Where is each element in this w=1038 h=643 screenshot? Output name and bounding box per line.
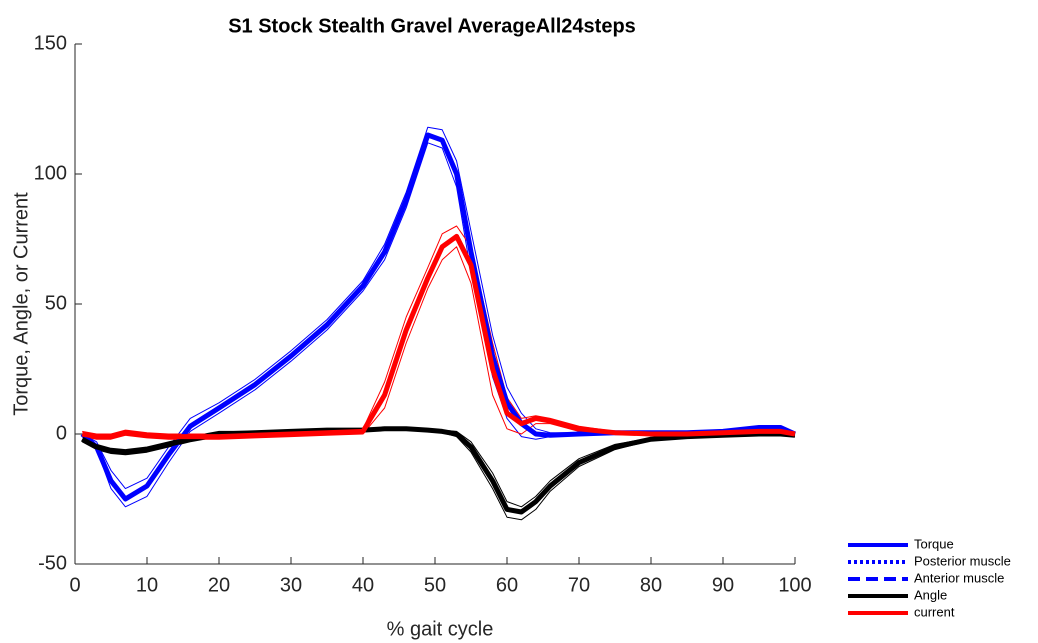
y-tick-label: 150: [34, 32, 67, 54]
legend-label: Anterior muscle: [914, 570, 1004, 585]
legend-label: current: [914, 604, 955, 619]
x-tick-label: 40: [352, 574, 374, 596]
x-tick-label: 90: [712, 574, 734, 596]
chart-title: S1 Stock Stealth Gravel AverageAll24step…: [228, 15, 636, 37]
y-tick-label: 0: [56, 422, 67, 444]
series-line: [80, 132, 797, 502]
x-axis-label: % gait cycle: [387, 618, 494, 640]
y-tick-label: -50: [38, 552, 67, 574]
legend-label: Torque: [914, 536, 954, 551]
x-tick-label: 20: [208, 574, 230, 596]
series-line: [81, 233, 796, 440]
y-tick-label: 50: [45, 292, 67, 314]
x-tick-label: 100: [778, 574, 811, 596]
x-tick-label: 70: [568, 574, 590, 596]
series-line: [81, 426, 796, 515]
legend-label: Posterior muscle: [914, 553, 1011, 568]
y-tick-label: 100: [34, 162, 67, 184]
x-tick-label: 60: [496, 574, 518, 596]
x-tick-label: 80: [640, 574, 662, 596]
y-axis-label: Torque, Angle, or Current: [10, 192, 32, 416]
legend-label: Angle: [914, 587, 947, 602]
x-tick-label: 10: [136, 574, 158, 596]
x-tick-label: 0: [69, 574, 80, 596]
x-tick-label: 30: [280, 574, 302, 596]
band-lower: [82, 246, 796, 440]
x-tick-label: 50: [424, 574, 446, 596]
band-lower: [81, 429, 796, 521]
band-lower: [81, 142, 796, 508]
